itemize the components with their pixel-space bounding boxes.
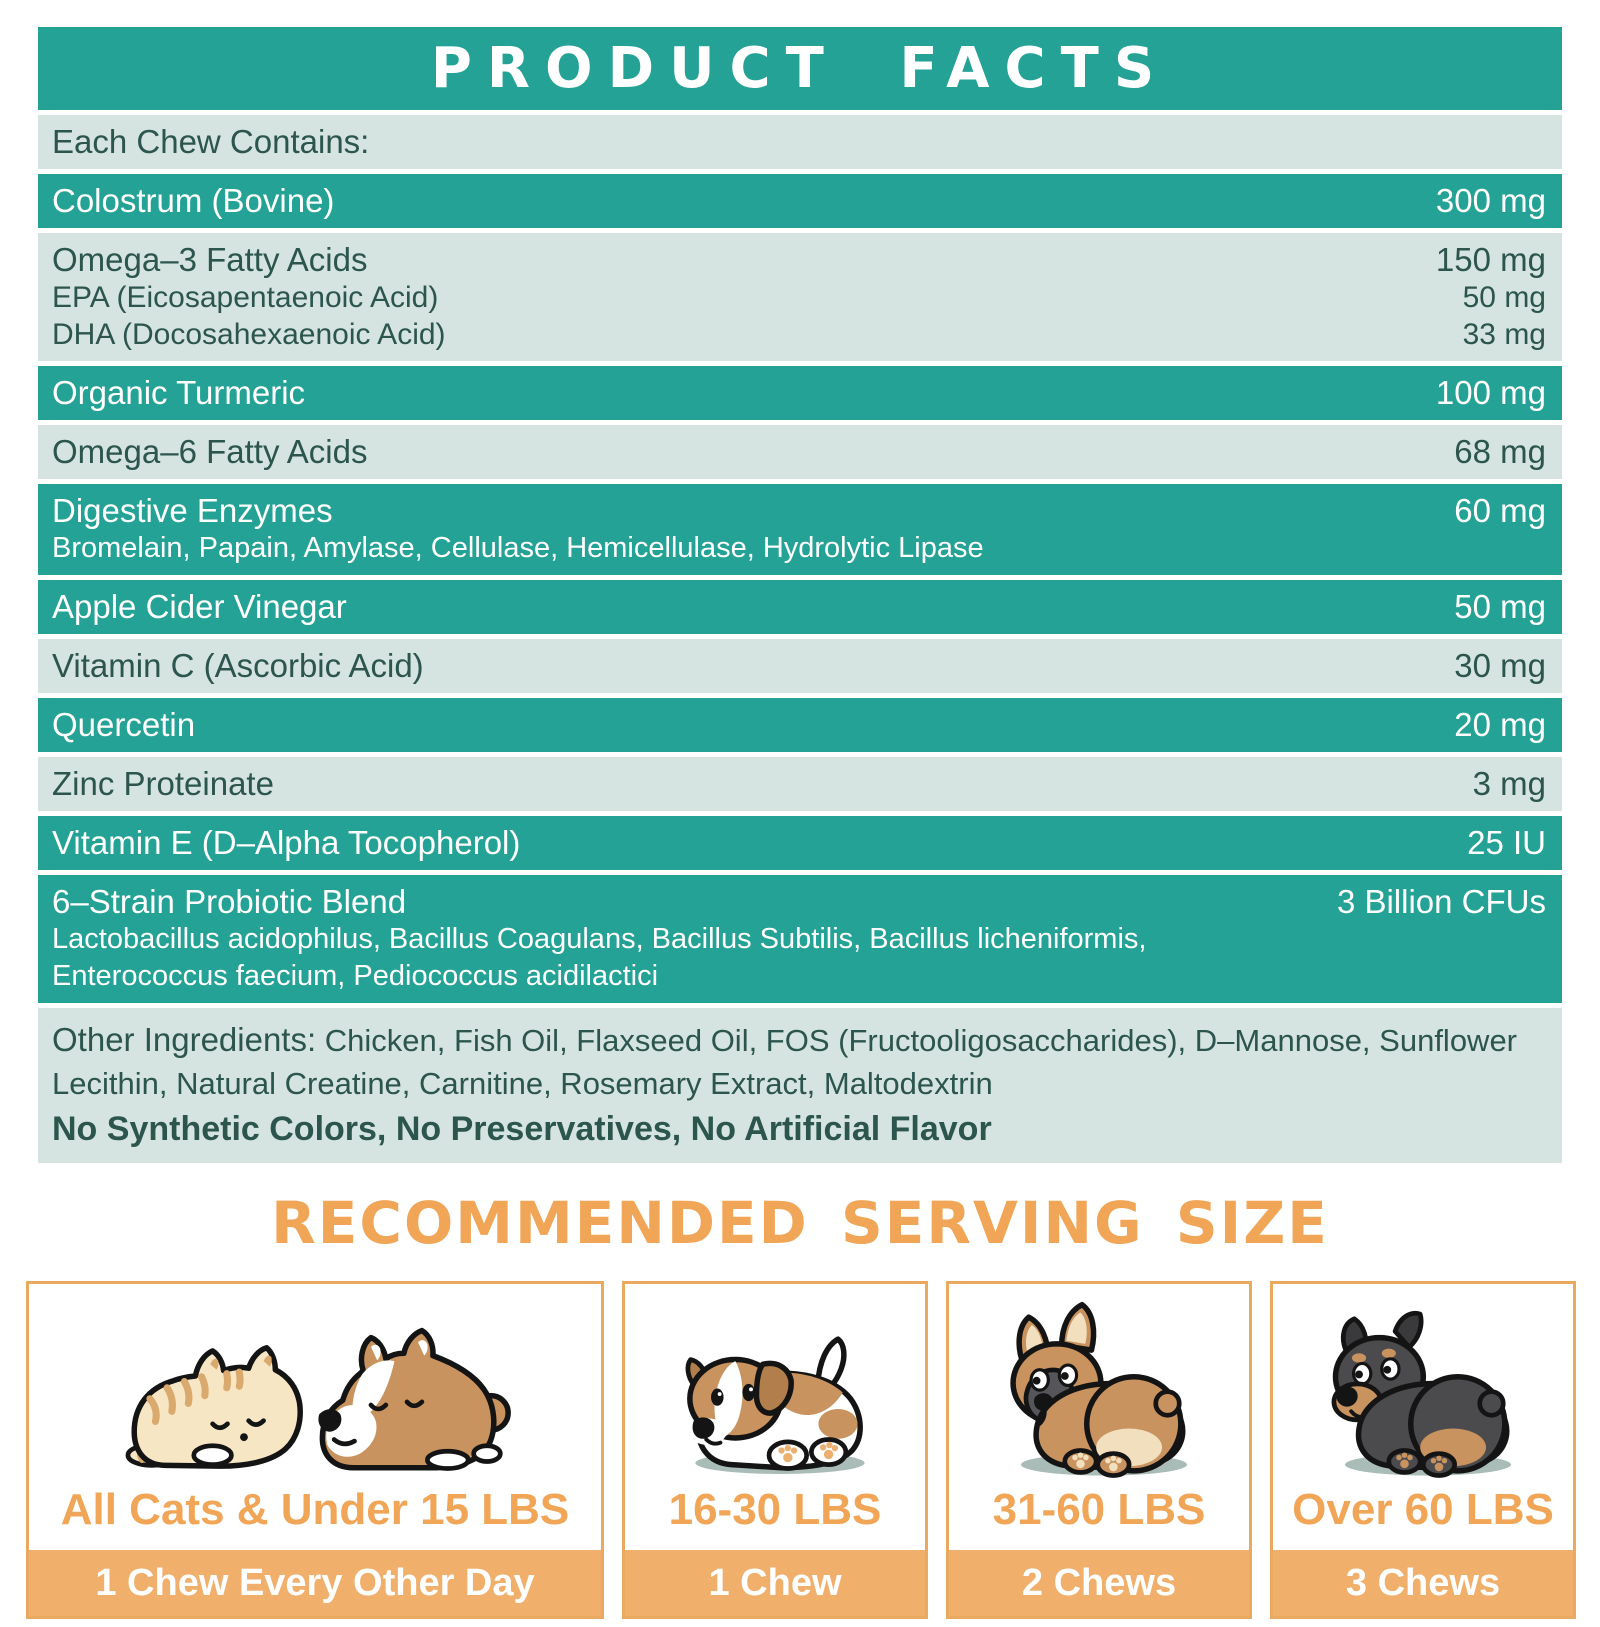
- sub-ingredient-amount: 33 mg: [1462, 318, 1546, 351]
- sub-ingredient-name: DHA (Docosahexaenoic Acid): [52, 318, 446, 351]
- ingredient-row-colostrum: Colostrum (Bovine) 300 mg: [38, 174, 1562, 228]
- sub-ingredient-epa: EPA (Eicosapentaenoic Acid) 50 mg: [52, 279, 1546, 316]
- ingredient-amount: 100 mg: [1435, 374, 1546, 411]
- ingredient-row-turmeric: Organic Turmeric 100 mg: [38, 366, 1562, 420]
- card-dose-label: 2 Chews: [949, 1550, 1249, 1616]
- ingredient-amount: 150 mg: [1435, 241, 1546, 278]
- other-ingredients-list: Chicken, Fish Oil, Flaxseed Oil, FOS (Fr…: [52, 1023, 1518, 1101]
- ingredient-note-line1: Lactobacillus acidophilus, Bacillus Coag…: [52, 923, 1147, 955]
- ingredient-amount: 30 mg: [1454, 647, 1546, 684]
- beagle-illustration: [686, 1336, 866, 1475]
- ingredient-name: 6–Strain Probiotic Blend: [52, 883, 407, 920]
- rottweiler-illustration: [1332, 1311, 1512, 1478]
- card-art: [625, 1284, 925, 1484]
- serving-card-31-60lbs: 31-60 LBS 2 Chews: [946, 1281, 1252, 1619]
- ingredient-row-quercetin: Quercetin 20 mg: [38, 698, 1562, 752]
- card-dose-label: 1 Chew: [625, 1550, 925, 1616]
- ingredient-amount: 3 mg: [1472, 765, 1546, 802]
- ingredient-name: Omega–3 Fatty Acids: [52, 241, 368, 278]
- card-weight-label: 31-60 LBS: [992, 1485, 1206, 1534]
- ingredient-amount: 60 mg: [1454, 492, 1546, 529]
- ingredient-row-vitamin-c: Vitamin C (Ascorbic Acid) 30 mg: [38, 639, 1562, 693]
- ingredient-name: Apple Cider Vinegar: [52, 588, 347, 625]
- ingredient-name: Colostrum (Bovine): [52, 182, 335, 219]
- serving-cards: All Cats & Under 15 LBS 1 Chew Every Oth…: [26, 1281, 1576, 1619]
- sub-ingredient-dha: DHA (Docosahexaenoic Acid) 33 mg: [52, 316, 1546, 353]
- card-art: [1273, 1284, 1573, 1484]
- ingredient-amount: 68 mg: [1454, 433, 1546, 470]
- sub-ingredient-name: EPA (Eicosapentaenoic Acid): [52, 281, 439, 314]
- ingredient-row-digestive-enzymes: Digestive Enzymes 60 mg Bromelain, Papai…: [38, 484, 1562, 575]
- ingredient-name: Zinc Proteinate: [52, 765, 274, 802]
- product-facts-panel: PRODUCT FACTS Each Chew Contains: Colost…: [38, 27, 1562, 1163]
- french-bulldog-illustration: [1010, 1301, 1188, 1478]
- ingredient-row-omega6: Omega–6 Fatty Acids 68 mg: [38, 425, 1562, 479]
- ingredient-row-vitamin-e: Vitamin E (D–Alpha Tocopherol) 25 IU: [38, 816, 1562, 870]
- ingredient-row-probiotic-blend: 6–Strain Probiotic Blend 3 Billion CFUs …: [38, 875, 1562, 1003]
- serving-card-cats-under-15lbs: All Cats & Under 15 LBS 1 Chew Every Oth…: [26, 1281, 604, 1619]
- card-dose-label: 1 Chew Every Other Day: [29, 1550, 601, 1616]
- ingredient-note: Bromelain, Papain, Amylase, Cellulase, H…: [52, 532, 984, 564]
- sub-ingredient-amount: 50 mg: [1462, 281, 1546, 314]
- ingredient-note-line2: Enterococcus faecium, Pediococcus acidil…: [52, 960, 659, 992]
- ingredient-name: Quercetin: [52, 706, 196, 743]
- card-art: [949, 1284, 1249, 1484]
- ingredient-row-zinc: Zinc Proteinate 3 mg: [38, 757, 1562, 811]
- serving-card-over-60lbs: Over 60 LBS 3 Chews: [1270, 1281, 1576, 1619]
- product-facts-title: PRODUCT FACTS: [430, 36, 1170, 101]
- product-facts-header: PRODUCT FACTS: [38, 27, 1562, 110]
- ingredient-name: Vitamin E (D–Alpha Tocopherol): [52, 824, 521, 861]
- card-weight-label: All Cats & Under 15 LBS: [60, 1485, 570, 1534]
- ingredient-amount: 300 mg: [1435, 182, 1546, 219]
- other-ingredients-row: Other Ingredients: Chicken, Fish Oil, Fl…: [38, 1008, 1562, 1163]
- ingredient-name: Digestive Enzymes: [52, 492, 333, 529]
- serving-size-title: RECOMMENDED SERVING SIZE: [271, 1189, 1329, 1257]
- each-chew-contains-label: Each Chew Contains:: [52, 123, 370, 160]
- ingredient-name: Vitamin C (Ascorbic Acid): [52, 647, 424, 684]
- card-weight-label: Over 60 LBS: [1292, 1485, 1554, 1534]
- ingredient-name: Omega–6 Fatty Acids: [52, 433, 368, 470]
- ingredient-amount: 20 mg: [1454, 706, 1546, 743]
- ingredient-row-apple-cider-vinegar: Apple Cider Vinegar 50 mg: [38, 580, 1562, 634]
- each-chew-contains-row: Each Chew Contains:: [38, 115, 1562, 169]
- ingredient-amount: 50 mg: [1454, 588, 1546, 625]
- no-claims-text: No Synthetic Colors, No Preservatives, N…: [52, 1110, 992, 1148]
- ingredient-row-omega3: Omega–3 Fatty Acids 150 mg EPA (Eicosape…: [38, 233, 1562, 361]
- ingredient-name: Organic Turmeric: [52, 374, 306, 411]
- card-weight-label: 16-30 LBS: [668, 1485, 882, 1534]
- pet-supplement-label: PRODUCT FACTS Each Chew Contains: Colost…: [0, 27, 1600, 1627]
- card-art: [29, 1284, 601, 1484]
- other-ingredients-label: Other Ingredients:: [52, 1021, 317, 1058]
- serving-card-16-30lbs: 16-30 LBS 1 Chew: [622, 1281, 928, 1619]
- cat-and-corgi-illustration: [126, 1327, 512, 1471]
- ingredient-amount: 25 IU: [1467, 824, 1546, 861]
- card-dose-label: 3 Chews: [1273, 1550, 1573, 1616]
- ingredient-amount: 3 Billion CFUs: [1336, 883, 1546, 920]
